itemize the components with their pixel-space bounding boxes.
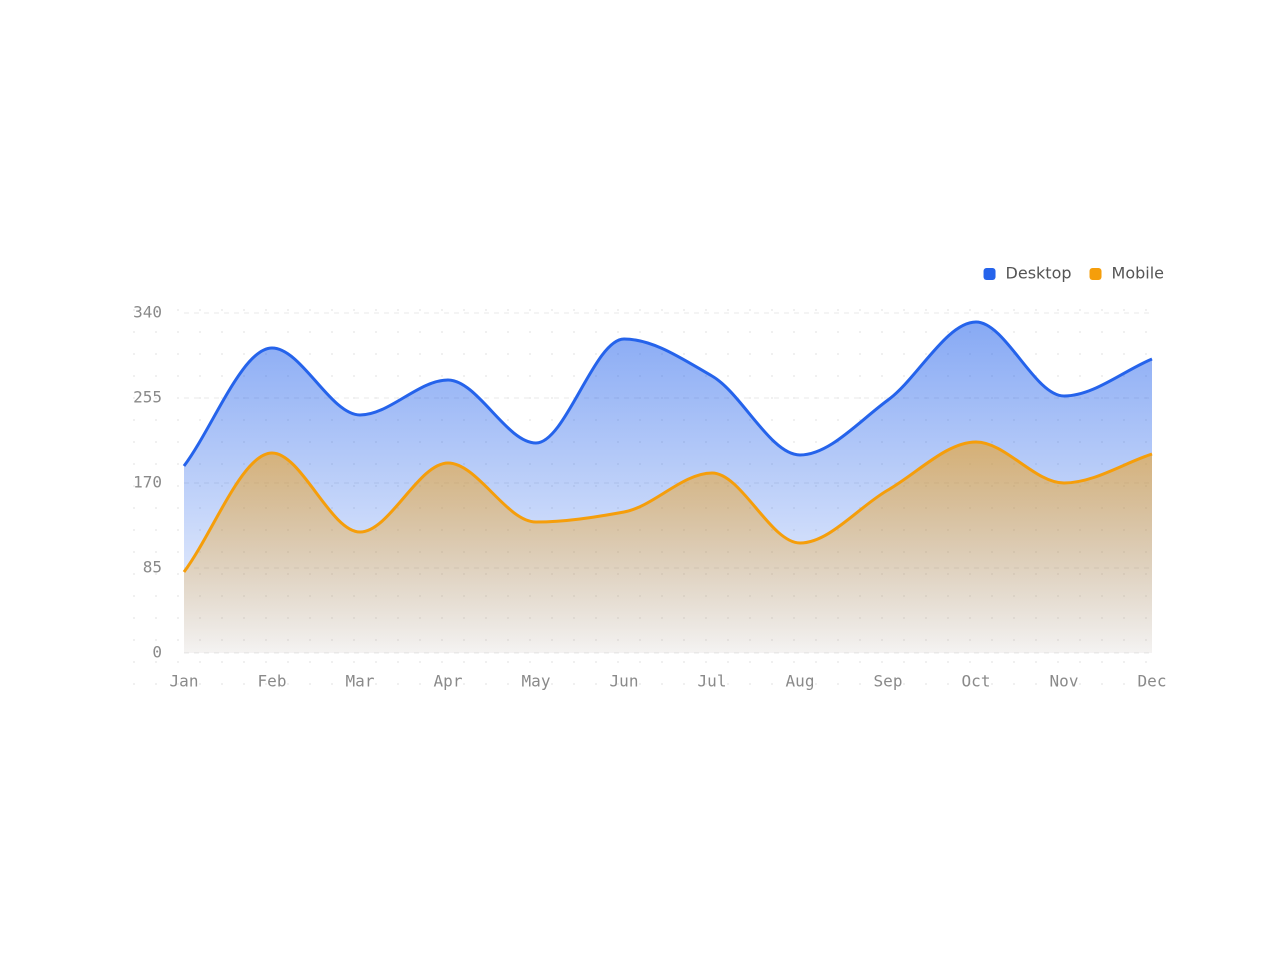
x-tick-label: Nov [1050, 672, 1079, 691]
axes: 0 85 170 255 340 Jan Feb Mar Apr May Jun Jul Aug Sep O… [133, 303, 1166, 691]
x-tick-label: Jan [170, 672, 199, 691]
plot [182, 320, 1153, 653]
x-tick-label: Jul [698, 672, 727, 691]
y-tick-label: 0 [152, 643, 162, 662]
x-tick-label: May [522, 672, 551, 691]
y-tick-label: 170 [133, 473, 162, 492]
line [182, 440, 1153, 573]
x-tick-label: Jun [610, 672, 639, 691]
x-tick-label: Dec [1138, 672, 1167, 691]
x-tick-label: Sep [874, 672, 903, 691]
legend-swatch [983, 268, 996, 280]
y-tick-label: 85 [143, 558, 162, 577]
legend: Mobile Desktop [983, 264, 1164, 283]
legend-label: Mobile [1112, 264, 1164, 283]
x-tick-label: Apr [434, 672, 463, 691]
x-tick-label: Mar [346, 672, 375, 691]
x-tick-label: Feb [258, 672, 287, 691]
x-tick-label: Aug [786, 672, 815, 691]
y-tick-label: 340 [133, 303, 162, 322]
line [182, 320, 1153, 467]
area-fill [184, 442, 1152, 653]
x-tick-label: Oct [962, 672, 991, 691]
legend-swatch [1089, 268, 1102, 280]
y-tick-label: 255 [133, 388, 162, 407]
legend-label: Desktop [1006, 264, 1072, 283]
